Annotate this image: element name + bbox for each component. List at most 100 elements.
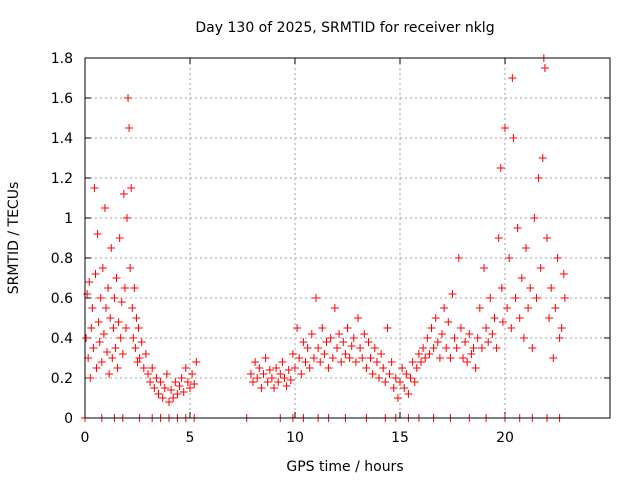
data-point (106, 314, 115, 322)
data-point (372, 358, 381, 366)
data-point (109, 324, 118, 332)
data-point (276, 370, 285, 378)
data-point (192, 358, 201, 366)
y-tick-label: 0.8 (51, 251, 73, 267)
data-point (129, 334, 138, 342)
data-point (272, 364, 281, 372)
data-point (141, 350, 150, 358)
data-point (335, 330, 344, 338)
data-point (505, 254, 514, 262)
data-point (148, 364, 157, 372)
data-point (528, 344, 537, 352)
data-point (522, 244, 530, 252)
data-point (137, 338, 146, 346)
data-point (146, 378, 155, 386)
data-point (167, 386, 176, 394)
data-point (133, 358, 142, 366)
data-point (450, 334, 459, 342)
data-point (246, 370, 255, 378)
data-point (356, 344, 365, 352)
data-point (456, 324, 465, 332)
data-point (484, 338, 493, 346)
data-point (85, 278, 94, 286)
y-tick-label: 1.6 (51, 91, 73, 107)
data-point (387, 358, 396, 366)
data-point (402, 370, 411, 378)
data-point (257, 384, 266, 392)
y-tick-label: 0 (64, 411, 73, 427)
plot-frame (84, 57, 611, 419)
data-point (160, 384, 169, 392)
data-point (158, 394, 167, 402)
data-point (301, 358, 310, 366)
data-point (517, 274, 526, 282)
data-point (318, 324, 327, 332)
data-point (249, 378, 257, 386)
data-point (406, 374, 415, 382)
data-point (560, 294, 569, 302)
data-point (303, 344, 312, 352)
data-point (265, 366, 274, 374)
data-point (557, 324, 566, 332)
data-point (97, 358, 106, 366)
data-point (435, 354, 444, 362)
data-point (368, 370, 377, 378)
data-point (125, 124, 134, 132)
data-point (286, 376, 295, 384)
data-point (454, 254, 463, 262)
data-point (261, 354, 270, 362)
data-point (291, 364, 299, 372)
chart-title: Day 130 of 2025, SRMTID for receiver nkl… (195, 20, 494, 36)
data-point (299, 338, 308, 346)
y-tick-label: 0.6 (51, 291, 73, 307)
data-point (91, 270, 100, 278)
data-point (88, 304, 97, 312)
data-point (337, 358, 346, 366)
data-point (393, 394, 402, 402)
data-point (171, 378, 180, 386)
data-point (446, 354, 455, 362)
data-point (94, 318, 103, 326)
data-point (169, 394, 178, 402)
data-point (473, 334, 482, 342)
data-point (410, 378, 419, 386)
data-point (89, 344, 98, 352)
data-point (181, 364, 190, 372)
data-point (126, 264, 135, 272)
data-point (482, 324, 491, 332)
data-point (543, 234, 551, 242)
grid (85, 58, 610, 418)
y-tick-label: 1 (64, 211, 73, 227)
data-point (116, 334, 125, 342)
data-point (267, 374, 276, 382)
data-point (442, 344, 451, 352)
data-point (86, 374, 95, 382)
data-point (459, 354, 467, 362)
data-point (385, 370, 394, 378)
data-point (364, 338, 373, 346)
data-point (440, 304, 449, 312)
data-point (309, 354, 318, 362)
x-axis-title: GPS time / hours (286, 459, 403, 475)
data-point (87, 324, 96, 332)
data-point (354, 314, 362, 322)
data-point (508, 74, 517, 82)
data-point (175, 382, 184, 390)
data-point (509, 134, 518, 142)
data-point (530, 214, 539, 222)
data-point (370, 344, 379, 352)
data-point (328, 354, 337, 362)
data-point (118, 350, 127, 358)
data-point (188, 370, 197, 378)
x-tick-label: 20 (496, 430, 514, 446)
data-point (519, 334, 528, 342)
data-point (469, 344, 478, 352)
data-point (461, 338, 470, 346)
data-point (444, 318, 453, 326)
data-point (92, 364, 101, 372)
data-point (183, 378, 192, 386)
data-point (452, 344, 461, 352)
data-point (115, 234, 124, 242)
data-point (538, 154, 547, 162)
